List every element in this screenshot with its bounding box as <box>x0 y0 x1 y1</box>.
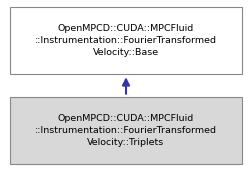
Text: OpenMPCD::CUDA::MPCFluid
::Instrumentation::FourierTransformed
Velocity::Base: OpenMPCD::CUDA::MPCFluid ::Instrumentati… <box>35 24 217 57</box>
Text: OpenMPCD::CUDA::MPCFluid
::Instrumentation::FourierTransformed
Velocity::Triplet: OpenMPCD::CUDA::MPCFluid ::Instrumentati… <box>35 114 217 147</box>
FancyBboxPatch shape <box>10 7 242 74</box>
FancyBboxPatch shape <box>10 97 242 164</box>
